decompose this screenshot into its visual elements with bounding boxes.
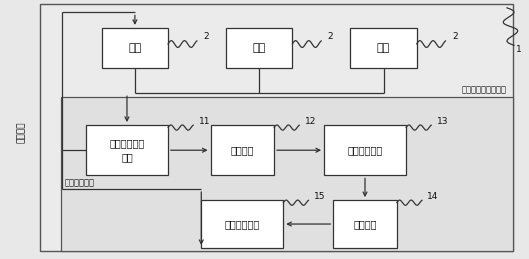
- Bar: [61, 97, 513, 251]
- Text: 14: 14: [427, 192, 439, 201]
- Text: 12: 12: [305, 117, 316, 126]
- Text: 报警信息接收
模块: 报警信息接收 模块: [110, 139, 144, 162]
- Text: 记录模块: 记录模块: [353, 219, 377, 229]
- Bar: [86, 125, 168, 176]
- Text: 设备: 设备: [377, 43, 390, 53]
- Text: 2: 2: [328, 32, 333, 41]
- Text: 15: 15: [314, 192, 325, 201]
- Text: 解除报警请求: 解除报警请求: [65, 178, 95, 187]
- Bar: [333, 200, 397, 248]
- Text: 2: 2: [452, 32, 458, 41]
- Text: 比对模块: 比对模块: [231, 145, 254, 155]
- Bar: [324, 125, 406, 176]
- Text: 报警管理模块: 报警管理模块: [348, 145, 382, 155]
- Text: 设备: 设备: [128, 43, 142, 53]
- Text: 报警识别与处理系统: 报警识别与处理系统: [462, 85, 507, 95]
- Bar: [211, 125, 274, 176]
- Bar: [226, 28, 293, 68]
- Text: 1: 1: [516, 45, 522, 54]
- Text: 设备: 设备: [252, 43, 266, 53]
- Text: 11: 11: [199, 117, 210, 126]
- Bar: [102, 28, 168, 68]
- Bar: [40, 4, 513, 251]
- Text: 2: 2: [203, 32, 209, 41]
- Bar: [201, 200, 284, 248]
- Text: 13: 13: [437, 117, 448, 126]
- Text: 解除报警: 解除报警: [16, 121, 26, 143]
- Bar: [350, 28, 417, 68]
- Text: 报警解除模块: 报警解除模块: [225, 219, 260, 229]
